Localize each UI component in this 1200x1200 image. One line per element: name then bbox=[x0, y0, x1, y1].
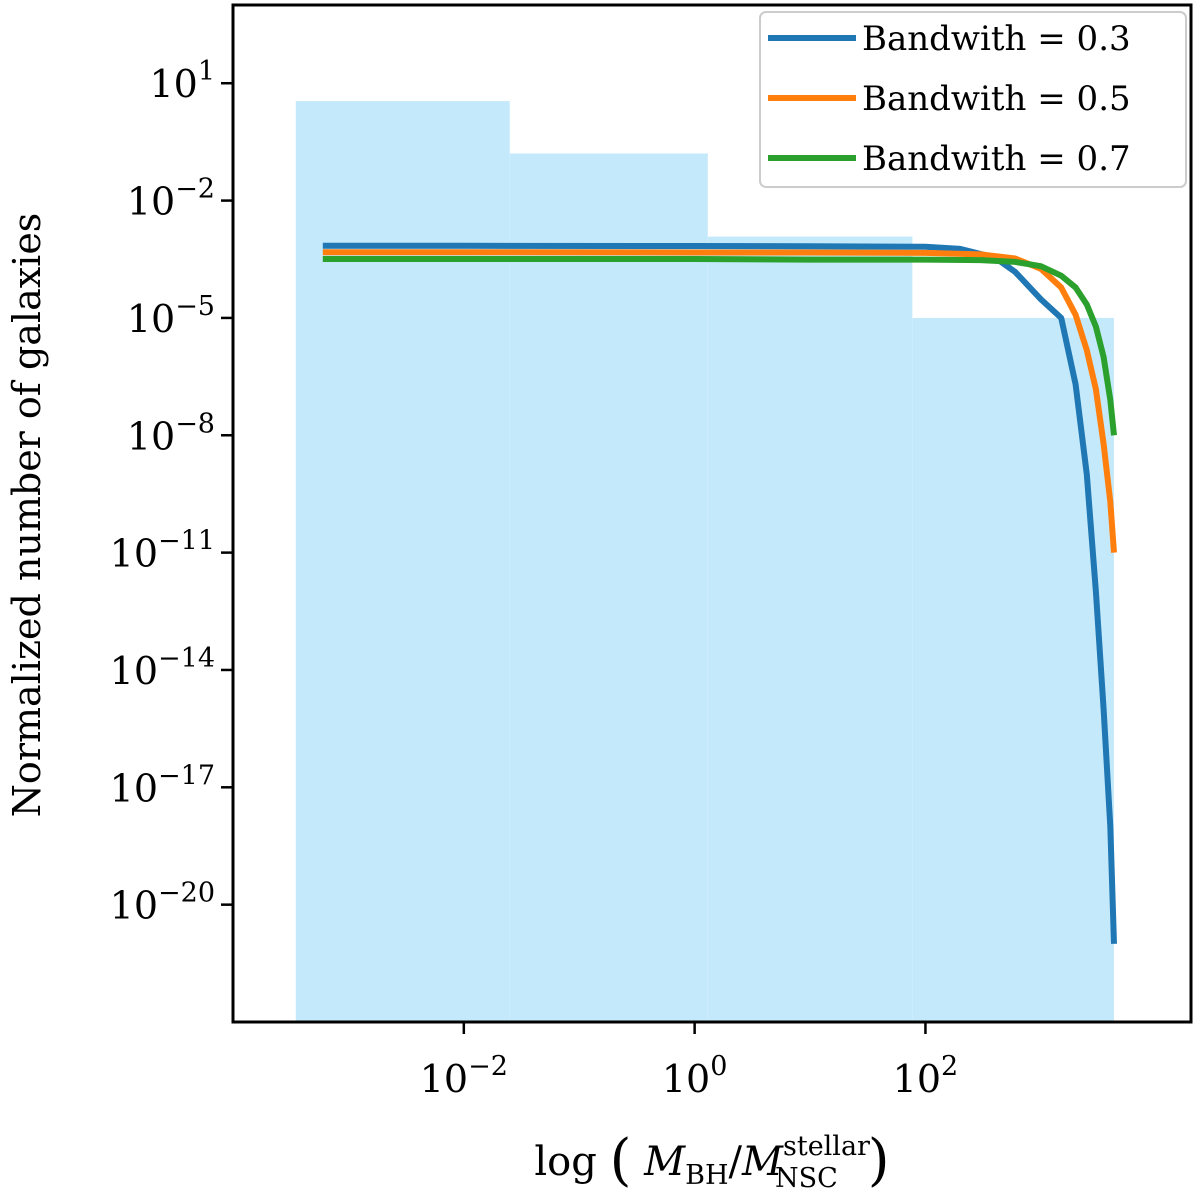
legend: Bandwith = 0.3 Bandwith = 0.5 Bandwith = 0… bbox=[759, 11, 1187, 188]
x-tick-label-2: 102 bbox=[893, 1051, 959, 1101]
x-tick-label-1: 100 bbox=[662, 1051, 728, 1101]
y-axis: 101 10−2 10−5 10−8 10−11 10−14 10−17 10−20 bbox=[110, 56, 233, 928]
x-axis-title-slash: / bbox=[729, 1139, 743, 1185]
x-axis: 10−2 100 102 bbox=[420, 1022, 958, 1101]
x-tick-label-0: 10−2 bbox=[420, 1051, 508, 1101]
histogram-bar-3 bbox=[912, 317, 1114, 1022]
histogram-bar-0 bbox=[295, 101, 510, 1022]
x-axis-title-numerator: M bbox=[643, 1139, 686, 1185]
histogram-bar-1 bbox=[509, 153, 708, 1022]
y-tick-label-1: 10−2 bbox=[127, 174, 215, 224]
histogram-bar-2 bbox=[707, 236, 913, 1022]
series-line-2 bbox=[322, 256, 1117, 436]
x-axis-title-prefix: log bbox=[534, 1139, 596, 1185]
legend-box bbox=[759, 11, 1187, 188]
series-line-0 bbox=[322, 242, 1117, 944]
x-axis-title-denominator: M bbox=[741, 1139, 784, 1185]
y-tick-label-5: 10−14 bbox=[110, 643, 215, 693]
y-tick-label-3: 10−8 bbox=[127, 408, 215, 458]
x-axis-title-denominator-sup: stellar bbox=[783, 1131, 870, 1162]
y-tick-label-0: 101 bbox=[149, 56, 215, 106]
y-tick-label-4: 10−11 bbox=[110, 526, 215, 576]
legend-label-2: Bandwith = 0.7 bbox=[862, 139, 1131, 179]
series-lines bbox=[322, 242, 1117, 944]
y-axis-title: Normalized number of galaxies bbox=[5, 213, 49, 818]
legend-label-1: Bandwith = 0.5 bbox=[862, 79, 1131, 119]
legend-label-0: Bandwith = 0.3 bbox=[862, 19, 1131, 59]
x-axis-title-denominator-sub: NSC bbox=[775, 1163, 838, 1194]
y-tick-label-2: 10−5 bbox=[127, 291, 215, 341]
x-axis-title-paren-open: ( bbox=[610, 1128, 632, 1193]
x-axis-title-numerator-sub: BH bbox=[685, 1160, 728, 1191]
x-axis-title: log ( MBH/Mstellar NSC) bbox=[534, 1128, 889, 1194]
y-tick-label-6: 10−17 bbox=[110, 760, 215, 810]
x-axis-title-paren-close: ) bbox=[868, 1128, 890, 1193]
y-tick-label-7: 10−20 bbox=[110, 878, 215, 928]
histogram bbox=[295, 101, 1114, 1022]
plot-frame bbox=[231, 3, 1193, 1024]
